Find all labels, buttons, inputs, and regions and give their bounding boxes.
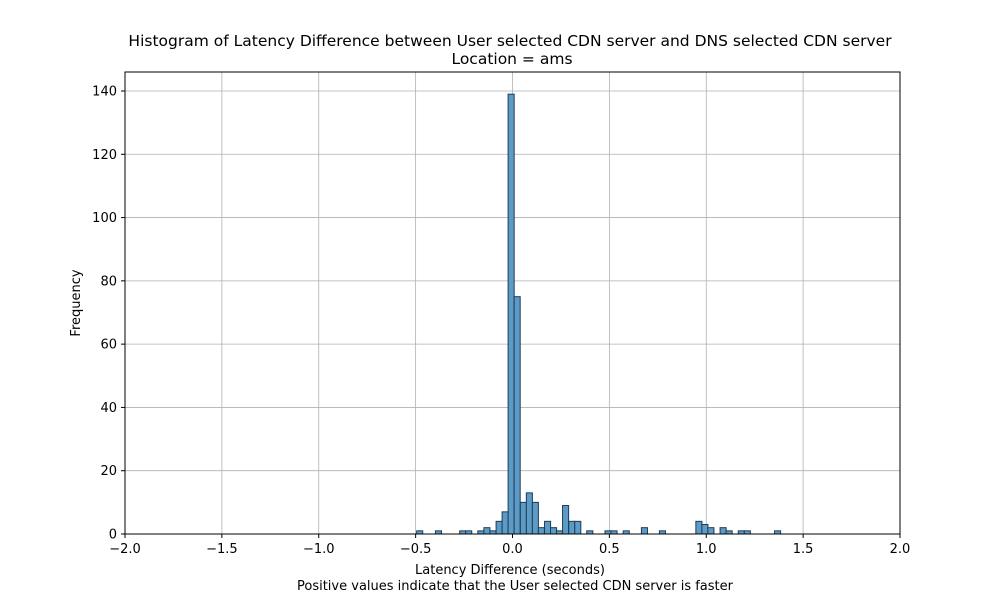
histogram-bar: [574, 520, 582, 535]
histogram-bar: [483, 527, 491, 535]
y-tick-label: 60: [100, 338, 117, 353]
x-axis-label: Latency Difference (seconds): [415, 563, 605, 578]
histogram-bar: [707, 527, 715, 535]
x-tick-label: 0.0: [502, 542, 523, 557]
y-tick-label: 40: [100, 401, 117, 416]
histogram-bar: [525, 492, 533, 535]
x-tick-label: 0.5: [599, 542, 620, 557]
histogram-bar: [544, 520, 552, 535]
chart-title: Histogram of Latency Difference between …: [128, 32, 892, 50]
chart-subtitle: Location = ams: [451, 50, 572, 68]
x-axis-ticks: −2.0 −1.5 −1.0 −0.5 0.0 0.5 1.0 1.5 2.0: [109, 534, 910, 557]
x-tick-label: 2.0: [890, 542, 911, 557]
x-tick-label: −0.5: [400, 542, 432, 557]
y-tick-label: 0: [109, 528, 117, 543]
x-tick-label: 1.5: [793, 542, 814, 557]
histogram-bar: [550, 527, 558, 535]
y-tick-label: 140: [92, 84, 117, 99]
histogram-bar: [507, 93, 515, 535]
histogram-bar: [719, 527, 727, 535]
histogram-bar: [640, 527, 648, 535]
x-tick-label: 1.0: [696, 542, 717, 557]
x-tick-label: −1.5: [206, 542, 238, 557]
histogram-bar: [695, 520, 703, 535]
histogram-bar: [519, 501, 527, 535]
histogram-bar: [568, 520, 576, 535]
x-tick-label: −1.0: [303, 542, 335, 557]
histogram-bar: [495, 520, 503, 535]
y-tick-label: 120: [92, 148, 117, 163]
histogram-bar: [537, 527, 545, 535]
x-tick-label: −2.0: [109, 542, 141, 557]
y-axis-ticks: 0 20 40 60 80 100 120 140: [92, 84, 125, 543]
histogram-bar: [531, 501, 539, 535]
y-tick-label: 100: [92, 211, 117, 226]
y-tick-label: 20: [100, 464, 117, 479]
histogram-bar: [513, 296, 521, 535]
histogram-bar: [501, 511, 509, 535]
x-axis-note: Positive values indicate that the User s…: [297, 579, 734, 594]
histogram-bar: [701, 524, 709, 535]
histogram-bars: [416, 93, 782, 535]
histogram-bar: [562, 505, 570, 535]
y-axis-label: Frequency: [69, 269, 84, 336]
y-tick-label: 80: [100, 274, 117, 289]
